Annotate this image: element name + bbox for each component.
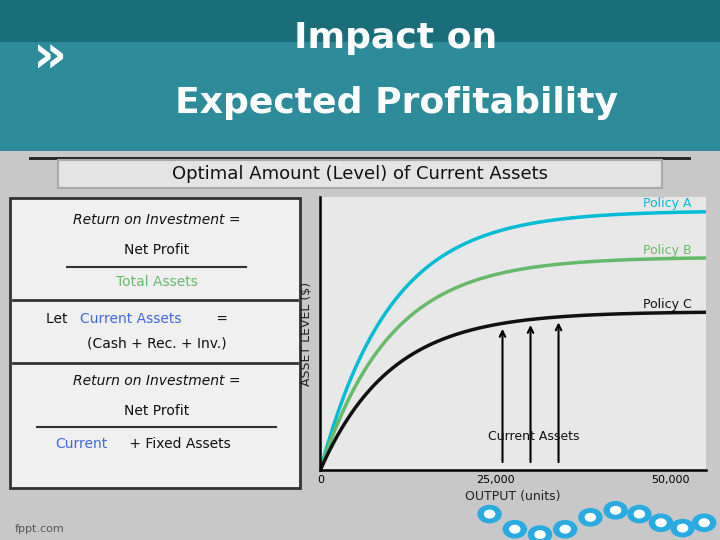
FancyBboxPatch shape [58,160,662,188]
Text: Expected Profitability: Expected Profitability [174,86,618,120]
Text: fppt.com: fppt.com [14,524,64,534]
Text: Impact on: Impact on [294,21,498,55]
Text: »: » [33,31,68,84]
Text: Policy C: Policy C [643,298,692,311]
Text: Total Assets: Total Assets [116,275,197,289]
Text: Net Profit: Net Profit [124,243,189,257]
Text: Current Assets: Current Assets [81,312,182,326]
Text: (Cash + Rec. + Inv.): (Cash + Rec. + Inv.) [87,336,226,350]
FancyBboxPatch shape [0,0,720,151]
Y-axis label: ASSET LEVEL ($): ASSET LEVEL ($) [300,281,313,386]
Text: Return on Investment =: Return on Investment = [73,213,240,227]
Text: =: = [212,312,228,326]
FancyBboxPatch shape [0,0,720,42]
Text: Let: Let [46,312,72,326]
X-axis label: OUTPUT (units): OUTPUT (units) [465,490,561,503]
Text: Current: Current [55,437,107,451]
FancyBboxPatch shape [10,198,300,488]
Text: Net Profit: Net Profit [124,404,189,418]
Text: Current Assets: Current Assets [488,429,580,443]
Text: Policy B: Policy B [643,244,692,256]
Text: Optimal Amount (Level) of Current Assets: Optimal Amount (Level) of Current Assets [172,165,548,183]
Text: + Fixed Assets: + Fixed Assets [125,437,231,451]
Text: Return on Investment =: Return on Investment = [73,374,240,388]
Text: Policy A: Policy A [643,198,692,211]
